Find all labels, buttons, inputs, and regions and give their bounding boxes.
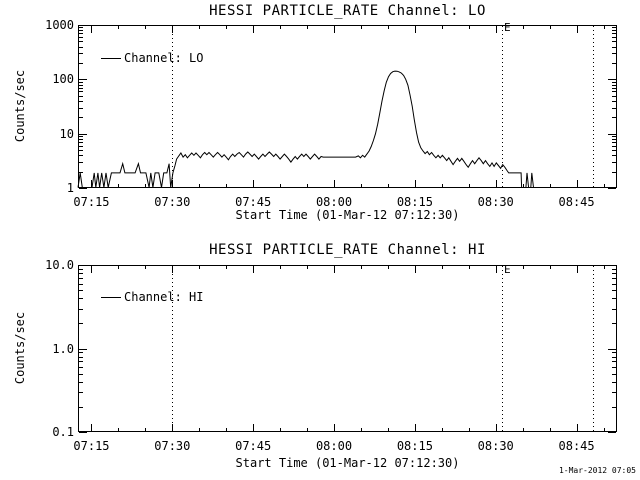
axes-frame [78,265,617,432]
panel-lo-legend-label: Channel: LO [124,51,204,65]
panel-hi-x-axis-label: Start Time (01-Mar-12 07:12:30) [235,456,460,470]
y-tick-label: 1000 [45,18,74,32]
x-tick-label: 07:15 [73,439,110,453]
x-tick-label: 08:15 [396,195,433,209]
axis-tick-marks [79,265,616,433]
x-tick-label: 08:30 [477,439,514,453]
plot-creation-timestamp: 1-Mar-2012 07:05 [558,466,636,475]
panel-hi-legend-label: Channel: HI [124,290,204,304]
x-tick-label: 08:00 [315,439,353,453]
x-tick-label: 08:45 [558,439,595,453]
panel-hi-title: HESSI PARTICLE_RATE Channel: HI [209,242,486,258]
panel-hi-eclipse-marker-label: E [504,263,511,276]
x-tick-label: 07:45 [235,439,272,453]
panel-hi-plot-area [78,265,617,433]
x-tick-label: 07:30 [154,439,191,453]
y-tick-label: 1 [66,181,74,195]
axis-tick-marks [79,25,616,189]
x-tick-label: 07:30 [154,195,191,209]
axes-frame [78,25,617,188]
x-tick-label: 08:00 [315,195,353,209]
y-tick-label: 1.0 [52,341,74,356]
x-tick-label: 08:45 [558,195,595,209]
x-tick-label: 07:15 [73,195,110,209]
panel-hi-legend-line-sample [101,297,121,298]
panel-lo-x-axis-label: Start Time (01-Mar-12 07:12:30) [235,208,460,222]
panel-lo-title: HESSI PARTICLE_RATE Channel: LO [209,3,486,19]
y-tick-label: 0.1 [52,425,74,439]
y-tick-label: 10.0 [45,258,74,272]
panel-lo-eclipse-marker-label: E [504,21,511,34]
panel-lo-legend-line-sample [101,58,121,59]
y-tick-label: 10 [59,126,74,141]
x-tick-label: 08:15 [396,439,433,453]
data-trace-channel-lo [77,70,539,188]
panel-lo-plot-area [77,25,617,189]
x-tick-label: 08:30 [477,195,514,209]
x-tick-label: 07:45 [235,195,272,209]
y-tick-label: 100 [52,72,74,87]
